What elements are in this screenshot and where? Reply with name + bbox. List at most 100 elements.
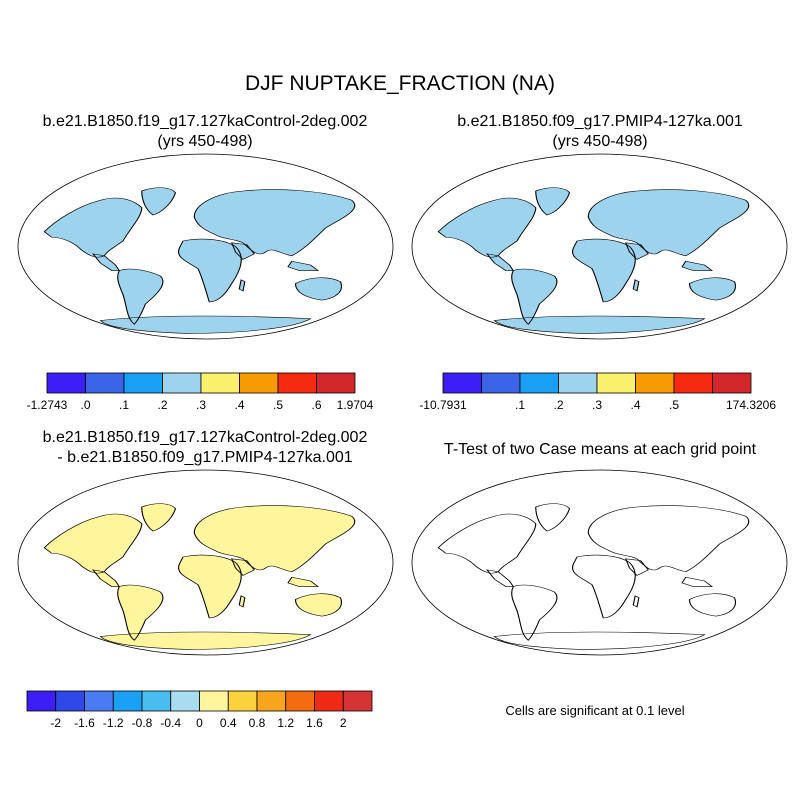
significant-cell xyxy=(742,612,747,617)
significant-cell xyxy=(750,609,755,613)
significant-cell xyxy=(738,595,743,600)
significant-cell xyxy=(438,579,439,583)
significant-cell xyxy=(584,542,589,546)
significant-cell xyxy=(588,595,593,600)
significant-cell xyxy=(483,610,488,615)
significant-cell xyxy=(768,618,773,622)
significant-cell xyxy=(738,558,743,563)
significance-note: Cells are significant at 0.1 level xyxy=(505,703,685,718)
significant-cell xyxy=(427,583,432,587)
significant-cell xyxy=(765,527,770,531)
colorbar-swatch xyxy=(141,690,172,712)
significant-cell xyxy=(629,593,634,598)
significant-cell xyxy=(562,553,567,557)
colorbar-swatch xyxy=(239,372,279,394)
colorbar-label: .1 xyxy=(119,398,129,412)
map-boundary xyxy=(411,153,788,340)
colorbar-swatch xyxy=(46,372,86,394)
significant-cell xyxy=(776,540,781,544)
colorbar-label: .6 xyxy=(311,398,321,412)
colorbar-label: .5 xyxy=(669,398,679,412)
panel-difference-title-line1: b.e21.B1850.f19_g17.127kaControl-2deg.00… xyxy=(42,429,368,446)
significant-cell xyxy=(745,555,749,559)
significant-cell xyxy=(543,581,548,585)
significant-cell xyxy=(569,549,574,554)
colorbar-swatch xyxy=(227,690,258,712)
colorbar-swatch xyxy=(481,372,521,394)
significant-cell xyxy=(734,542,739,546)
significant-cell xyxy=(550,577,556,581)
significant-cell xyxy=(742,538,747,543)
significant-cell xyxy=(780,520,785,524)
significant-cell xyxy=(427,546,432,550)
significant-cell xyxy=(652,619,657,624)
significant-cell xyxy=(543,618,548,622)
panel-pmip4-title-line1: b.e21.B1850.f09_g17.PMIP4-127ka.001 xyxy=(457,113,743,130)
colorbar-label: 1.9704 xyxy=(337,398,374,412)
significant-cell xyxy=(584,616,589,620)
panel-control-title-line1: b.e21.B1850.f19_g17.127kaControl-2deg.00… xyxy=(42,113,368,130)
significant-cell xyxy=(745,592,749,596)
significant-cell xyxy=(738,558,743,563)
significant-cell xyxy=(682,605,687,609)
significant-cell xyxy=(494,586,499,591)
significant-cell xyxy=(457,605,462,609)
significant-cell xyxy=(674,571,679,576)
significant-cell xyxy=(509,616,514,620)
colorbar-label: 0.4 xyxy=(220,716,237,730)
colorbar-label: 2 xyxy=(340,716,347,730)
colorbar-swatch xyxy=(200,372,240,394)
significant-cell xyxy=(502,619,507,624)
significant-cell xyxy=(772,561,777,565)
significant-cell xyxy=(475,614,481,618)
significant-cell xyxy=(730,562,736,567)
significant-cell xyxy=(442,575,447,580)
significant-cell xyxy=(423,603,428,607)
colorbars: -1.2743 .0 .1 .2 .3 .4 .5 .6 1.9704 -10.7931 .1 .2.… xyxy=(26,372,776,730)
significant-cell xyxy=(565,569,571,574)
figure-title: DJF NUPTAKE_FRACTION (NA) xyxy=(245,72,555,95)
land-fill xyxy=(438,187,749,334)
significant-cell xyxy=(420,624,425,628)
colorbar-swatch xyxy=(256,690,287,712)
colorbar-label: .5 xyxy=(273,398,283,412)
significant-cell xyxy=(479,593,484,598)
colorbar-swatch xyxy=(519,372,559,394)
colorbar-swatch xyxy=(558,372,598,394)
significant-cell xyxy=(472,597,477,602)
colorbar-swatch xyxy=(123,372,163,394)
significant-cell xyxy=(539,564,544,569)
significant-cell xyxy=(678,588,683,593)
significant-cell xyxy=(438,616,439,620)
significant-cell xyxy=(565,569,571,574)
panel-difference-title: b.e21.B1850.f19_g17.127kaControl-2deg.00… xyxy=(0,428,410,468)
significant-cell xyxy=(734,616,739,620)
significant-cell xyxy=(659,616,664,620)
significant-cell xyxy=(547,560,552,565)
colorbar-label: .2 xyxy=(553,398,563,412)
significant-cell xyxy=(468,618,473,622)
significant-cell xyxy=(670,592,676,596)
significant-cell xyxy=(438,595,443,600)
map-boundary xyxy=(17,153,394,340)
significant-cell xyxy=(427,583,432,587)
colorbar-swatch xyxy=(596,372,636,394)
significant-cell xyxy=(423,603,428,607)
colorbar-label: .4 xyxy=(630,398,640,412)
panel-ttest-title-line1: T-Test of two Case means at each grid po… xyxy=(443,441,757,458)
colorbar-label: .3 xyxy=(592,398,602,412)
significant-cell xyxy=(524,571,529,576)
colorbar-label: 1.6 xyxy=(306,716,323,730)
colorbar-swatch xyxy=(112,690,143,712)
colorbar-swatch xyxy=(84,690,114,712)
panel-pmip4-title: b.e21.B1850.f09_g17.PMIP4-127ka.001 (yrs… xyxy=(395,112,800,152)
colorbar-swatch xyxy=(26,690,57,712)
significant-cell xyxy=(445,555,451,559)
significant-cell xyxy=(753,625,758,629)
significant-cell xyxy=(565,532,571,537)
significant-cell xyxy=(712,590,717,594)
significant-cell xyxy=(780,594,785,598)
significant-cell xyxy=(483,573,488,578)
significant-cell xyxy=(412,590,417,594)
colorbar-label: -1.2 xyxy=(103,716,124,730)
